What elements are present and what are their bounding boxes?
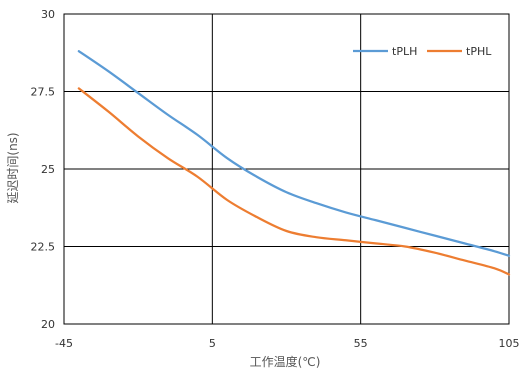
y-tick-label: 22.5 bbox=[31, 241, 56, 254]
series-layer bbox=[77, 50, 511, 276]
y-axis-title: 延迟时间(ns) bbox=[6, 132, 20, 203]
x-axis-title: 工作温度(℃) bbox=[250, 354, 321, 369]
y-tick-labels: 20 22.5 25 27.5 30 bbox=[31, 8, 56, 331]
legend: tPLH tPHL bbox=[353, 45, 492, 58]
x-tick-labels: -45 5 55 105 bbox=[55, 337, 519, 350]
y-tick-label: 30 bbox=[41, 8, 55, 21]
legend-label-tplh: tPLH bbox=[392, 45, 417, 58]
x-tick-label: 55 bbox=[354, 337, 368, 350]
x-tick-label: 5 bbox=[209, 337, 216, 350]
series-line-tplh bbox=[77, 50, 511, 257]
series-line-tphl bbox=[77, 87, 511, 276]
grid bbox=[64, 14, 509, 324]
y-tick-label: 25 bbox=[41, 163, 55, 176]
y-tick-label: 20 bbox=[41, 318, 55, 331]
plot-area-frame bbox=[63, 13, 510, 325]
x-tick-label: -45 bbox=[55, 337, 73, 350]
x-tick-label: 105 bbox=[499, 337, 519, 350]
y-tick-label: 27.5 bbox=[31, 86, 56, 99]
legend-label-tphl: tPHL bbox=[466, 45, 492, 58]
